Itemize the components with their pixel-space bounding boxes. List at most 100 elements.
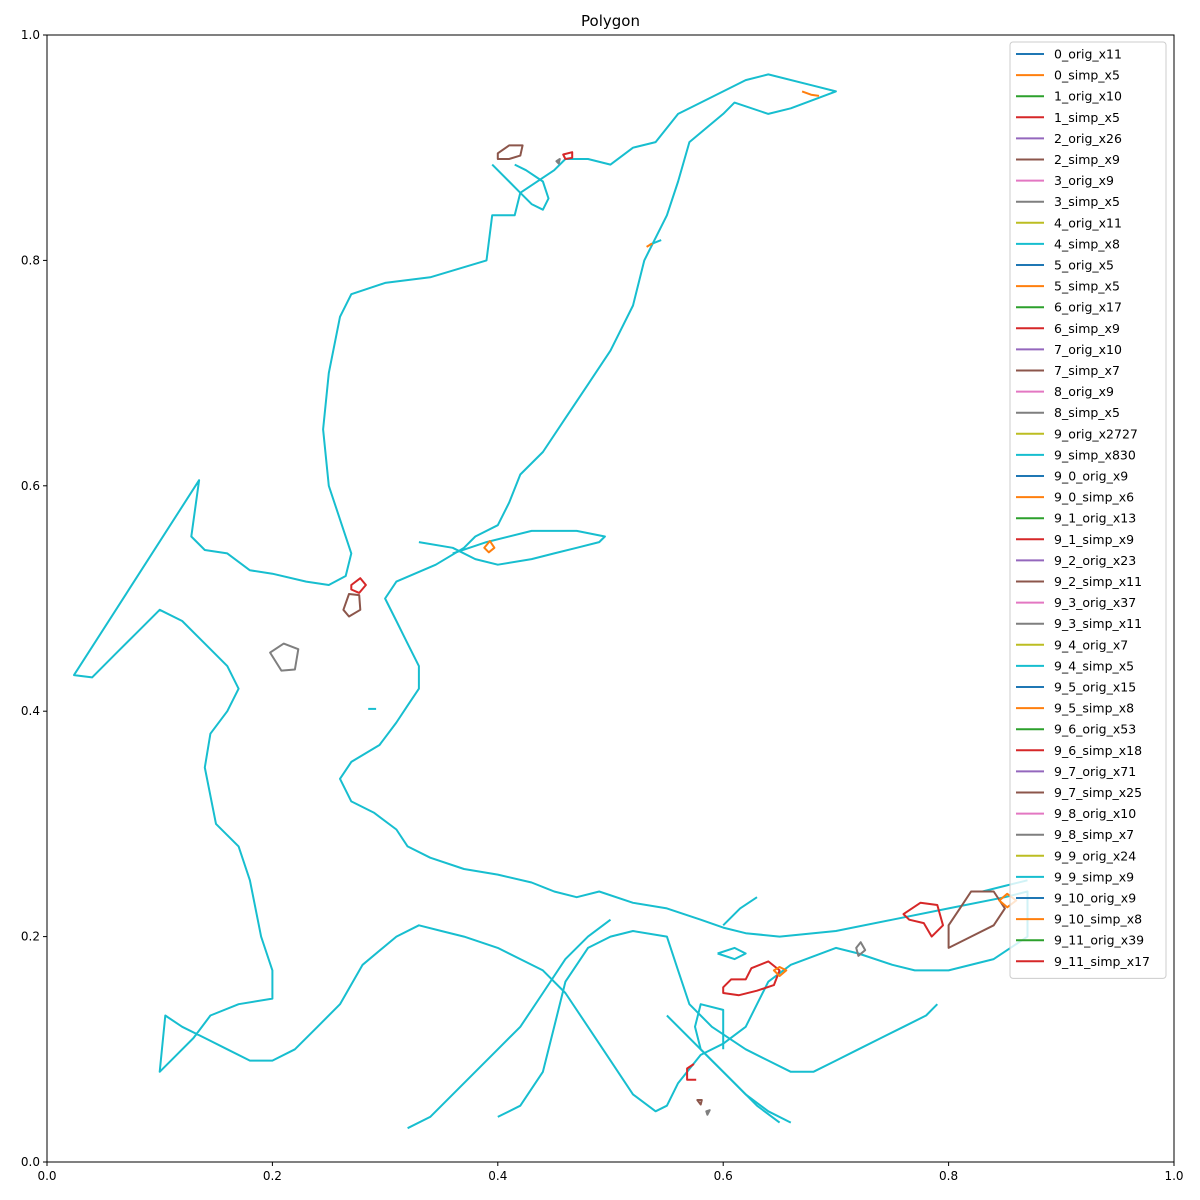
legend-label: 9_5_orig_x15: [1054, 680, 1136, 695]
legend-label: 9_7_simp_x25: [1054, 785, 1142, 800]
legend-label: 9_7_orig_x71: [1054, 764, 1136, 779]
x-tick-label: 0.4: [488, 1169, 507, 1183]
chart-title: Polygon: [581, 12, 640, 30]
y-tick-label: 0.4: [21, 704, 40, 718]
series-line-9_simp_x830: [407, 918, 612, 1130]
x-tick-label: 0.8: [939, 1169, 958, 1183]
legend-label: 9_10_simp_x8: [1054, 912, 1142, 927]
series-line-0_simp_x5: [801, 90, 820, 97]
legend-label: 9_simp_x830: [1054, 447, 1136, 462]
y-tick-label: 0.6: [21, 479, 40, 493]
series-line-9_0_simp_x6: [483, 540, 496, 554]
legend-label: 7_orig_x10: [1054, 342, 1122, 357]
legend-entry: 7_orig_x10: [1016, 342, 1122, 357]
legend-label: 8_orig_x9: [1054, 384, 1114, 399]
series-line-1_simp_x5: [562, 151, 574, 160]
series-line-9_simp_x830: [73, 73, 1029, 1113]
legend-entry: 2_orig_x26: [1016, 131, 1122, 146]
y-tick-label: 1.0: [21, 28, 40, 42]
series-line-9_simp_x830: [717, 946, 747, 961]
legend-label: 4_simp_x8: [1054, 236, 1120, 251]
series-line-9_simp_x830: [666, 1014, 781, 1124]
legend-label: 9_6_orig_x53: [1054, 722, 1136, 737]
legend-label: 4_orig_x11: [1054, 215, 1122, 230]
legend-label: 8_simp_x5: [1054, 405, 1120, 420]
legend-entry: 5_simp_x5: [1016, 279, 1120, 294]
legend-entry: 9_1_simp_x9: [1016, 532, 1134, 547]
legend-label: 1_orig_x10: [1054, 89, 1122, 104]
legend-entry: 8_orig_x9: [1016, 384, 1114, 399]
legend-entry: 9_10_simp_x8: [1016, 912, 1142, 927]
legend-entry: 8_simp_x5: [1016, 405, 1120, 420]
legend-label: 3_simp_x5: [1054, 194, 1120, 209]
x-tick-label: 0.0: [37, 1169, 56, 1183]
legend-label: 0_orig_x11: [1054, 47, 1122, 62]
legend-label: 9_11_orig_x39: [1054, 933, 1144, 948]
plot-area: [73, 73, 1029, 1130]
legend-entry: 9_11_orig_x39: [1016, 933, 1144, 948]
legend-entry: 9_9_simp_x9: [1016, 869, 1134, 884]
legend-label: 6_simp_x9: [1054, 321, 1120, 336]
legend-entry: 9_3_orig_x37: [1016, 595, 1136, 610]
y-tick-label: 0.0: [21, 1155, 40, 1169]
legend-label: 9_3_orig_x37: [1054, 595, 1136, 610]
series-line-9_6_simp_x18: [722, 960, 781, 997]
legend-entry: 9_4_simp_x5: [1016, 658, 1134, 673]
legend-entry: 9_1_orig_x13: [1016, 511, 1136, 526]
legend-label: 9_4_simp_x5: [1054, 658, 1134, 673]
legend-entry: 9_4_orig_x7: [1016, 637, 1128, 652]
legend-entry: 6_orig_x17: [1016, 300, 1122, 315]
legend-label: 9_0_simp_x6: [1054, 490, 1134, 505]
axes-frame: [46, 34, 1175, 1163]
legend-entry: 9_11_simp_x17: [1016, 954, 1150, 969]
legend-label: 9_1_orig_x13: [1054, 511, 1136, 526]
legend-entry: 9_8_orig_x10: [1016, 806, 1136, 821]
legend-entry: 9_7_simp_x25: [1016, 785, 1142, 800]
legend-label: 9_9_orig_x24: [1054, 848, 1136, 863]
series-line-9_2_simp_x11: [947, 890, 1006, 949]
legend-label: 9_6_simp_x18: [1054, 743, 1142, 758]
legend-entry: 0_simp_x5: [1016, 68, 1120, 83]
series-line-9_simp_x830: [418, 529, 606, 566]
legend-entry: 1_simp_x5: [1016, 110, 1120, 125]
legend-label: 9_5_simp_x8: [1054, 701, 1134, 716]
legend-entry: 7_simp_x7: [1016, 363, 1120, 378]
legend-label: 9_1_simp_x9: [1054, 532, 1134, 547]
legend-entry: 4_orig_x11: [1016, 215, 1122, 230]
legend-entry: 9_3_simp_x11: [1016, 616, 1142, 631]
series-line-9_simp_x830: [694, 1003, 792, 1124]
legend-label: 9_4_orig_x7: [1054, 637, 1128, 652]
y-tick-label: 0.8: [21, 253, 40, 267]
x-tick-label: 0.6: [714, 1169, 733, 1183]
legend: 0_orig_x11 0_simp_x5 1_orig_x10 1_simp_x5 2_…: [1009, 41, 1167, 979]
legend-entry: 3_simp_x5: [1016, 194, 1120, 209]
legend-entry: 9_2_orig_x23: [1016, 553, 1136, 568]
series-line-5_simp_x5: [646, 242, 653, 248]
series-line-9_3_simp_x11: [855, 941, 867, 957]
legend-entry: 9_6_simp_x18: [1016, 743, 1142, 758]
legend-label: 2_orig_x26: [1054, 131, 1122, 146]
series-line-9_8_simp_x7: [705, 1109, 711, 1116]
legend-label: 9_9_simp_x9: [1054, 869, 1134, 884]
x-tick-label: 0.2: [263, 1169, 282, 1183]
legend-entry: 3_orig_x9: [1016, 173, 1114, 188]
legend-entry: 9_orig_x2727: [1016, 426, 1138, 441]
series-line-9_simp_x830: [722, 896, 758, 927]
series-line-2_simp_x9: [496, 144, 524, 160]
legend-label: 0_simp_x5: [1054, 68, 1120, 83]
y-tick-label: 0.2: [21, 930, 40, 944]
legend-label: 9_2_simp_x11: [1054, 574, 1142, 589]
legend-box: [1009, 41, 1167, 979]
legend-label: 9_8_orig_x10: [1054, 806, 1136, 821]
legend-entry: 9_2_simp_x11: [1016, 574, 1142, 589]
series-line-7_simp_x7: [342, 593, 362, 618]
series-line-9_simp_x830: [497, 930, 939, 1118]
legend-label: 5_orig_x5: [1054, 258, 1114, 273]
legend-label: 5_simp_x5: [1054, 279, 1120, 294]
legend-label: 9_2_orig_x23: [1054, 553, 1136, 568]
series-line-9_7_simp_x25: [696, 1099, 703, 1106]
series-line-9_1_simp_x9: [902, 901, 944, 938]
legend-label: 9_10_orig_x9: [1054, 891, 1136, 906]
